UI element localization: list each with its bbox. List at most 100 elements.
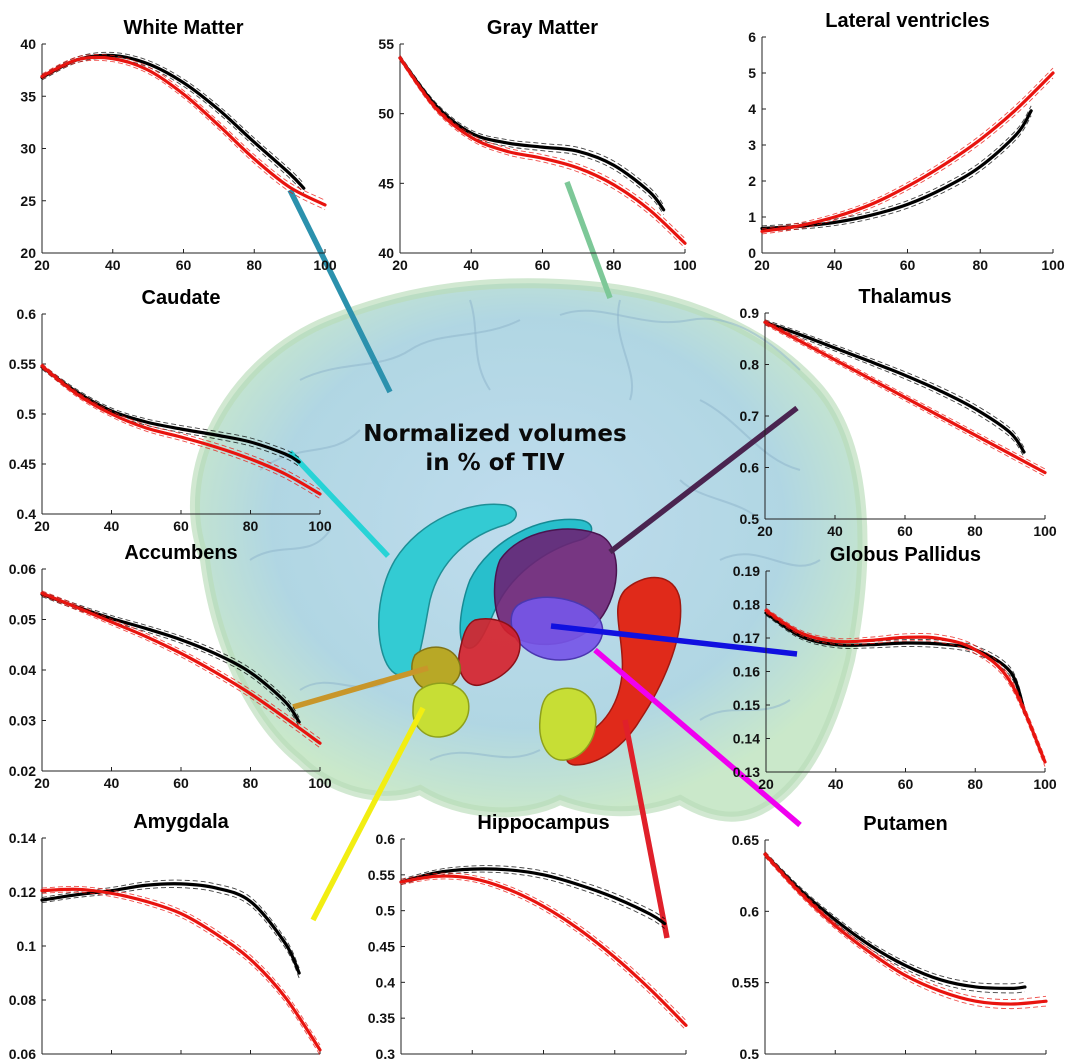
series-2-band-upper-thalamus [764, 319, 1046, 470]
x-tick-label-amygdala: 100 [308, 1058, 332, 1061]
x-tick-label-putamen: 20 [757, 1058, 773, 1061]
x-tick-label-hippocampus: 100 [674, 1058, 698, 1061]
y-tick-label-hippocampus: 0.6 [376, 831, 396, 847]
y-tick-label-putamen: 0.5 [740, 1046, 760, 1061]
series-2-band-upper-gray-matter [399, 55, 686, 239]
y-tick-label-accumbens: 0.05 [9, 612, 36, 628]
series-1-line-lateral-ventricles [760, 109, 1033, 231]
y-tick-label-thalamus: 0.9 [740, 305, 760, 321]
plot-area-white-matter [42, 44, 325, 253]
y-tick-label-lateral-ventricles: 2 [748, 173, 756, 189]
series-1-line-putamen [763, 852, 1027, 990]
chart-title-hippocampus: Hippocampus [477, 812, 609, 834]
chart-title-amygdala: Amygdala [133, 811, 229, 833]
brain-gyri [249, 299, 821, 761]
y-tick-label-gray-matter: 45 [378, 175, 394, 191]
series-2-band-upper-lateral-ventricles [761, 67, 1054, 230]
y-tick-label-caudate: 0.4 [17, 506, 37, 522]
x-tick-label-lateral-ventricles: 80 [972, 257, 988, 273]
y-tick-label-white-matter: 30 [20, 141, 36, 157]
series-1-band-lower-caudate [41, 369, 300, 467]
x-tick-label-accumbens: 20 [34, 775, 50, 791]
y-tick-label-amygdala: 0.12 [9, 884, 36, 900]
x-tick-label-gray-matter: 20 [392, 257, 408, 273]
y-tick-label-putamen: 0.6 [740, 903, 760, 919]
x-tick-label-accumbens: 100 [308, 775, 332, 791]
leader-accumbens [292, 665, 429, 710]
x-tick-label-caudate: 40 [104, 518, 120, 534]
series-2-line-accumbens [40, 591, 322, 745]
y-tick-label-globus-pallidus: 0.15 [733, 697, 760, 713]
chart-thalamus: Thalamus 20 40 60 80 100 0.5 0.6 0.7 0.8 0.9 [740, 286, 1057, 539]
leader-white-matter [287, 188, 393, 394]
y-tick-label-accumbens: 0.04 [9, 662, 36, 678]
leader-amygdala [310, 706, 426, 922]
x-tick-label-putamen: 100 [1034, 1058, 1058, 1061]
y-tick-label-accumbens: 0.06 [9, 561, 36, 577]
y-tick-label-amygdala: 0.1 [17, 938, 37, 954]
y-tick-label-white-matter: 40 [20, 36, 36, 52]
x-tick-label-caudate: 100 [308, 518, 332, 534]
series-2-band-lower-putamen [764, 856, 1047, 1010]
series-2-band-upper-accumbens [41, 590, 321, 740]
series-2-band-lower-gray-matter [399, 60, 686, 249]
series-2-band-upper-putamen [764, 851, 1047, 1000]
y-tick-label-white-matter: 35 [20, 88, 36, 104]
y-tick-label-thalamus: 0.8 [740, 357, 760, 373]
chart-title-accumbens: Accumbens [124, 542, 237, 564]
amygdala-structure-right [539, 687, 597, 761]
y-tick-label-white-matter: 25 [20, 193, 36, 209]
series-2-band-upper-white-matter [41, 54, 326, 201]
x-tick-label-gray-matter: 80 [606, 257, 622, 273]
series-2-line-thalamus [763, 320, 1047, 475]
series-1-band-upper-putamen [764, 851, 1025, 985]
figure-caption-line-2: in % of TIV [425, 450, 565, 476]
y-tick-label-caudate: 0.6 [17, 306, 37, 322]
x-tick-label-white-matter: 40 [105, 257, 121, 273]
y-tick-label-globus-pallidus: 0.16 [733, 664, 760, 680]
caudate-structure [378, 503, 517, 676]
accumbens-structure [411, 646, 462, 691]
series-2-band-lower-hippocampus [400, 878, 687, 1031]
figure-caption-line-1: Normalized volumes [363, 421, 627, 447]
series-2-band-lower-caudate [41, 368, 321, 499]
leader-caudate [287, 450, 391, 558]
x-tick-label-thalamus: 20 [757, 523, 773, 539]
chart-caudate: Caudate 20 40 60 80 100 0.4 0.45 0.5 0.55 0.6 [9, 287, 332, 534]
y-tick-label-accumbens: 0.03 [9, 713, 36, 729]
y-tick-label-caudate: 0.5 [17, 406, 37, 422]
x-tick-label-gray-matter: 40 [463, 257, 479, 273]
series-2-band-lower-thalamus [764, 324, 1046, 477]
chart-title-putamen: Putamen [863, 813, 947, 835]
figure-caption: Normalized volumes in % of TIV [330, 420, 660, 478]
y-tick-label-hippocampus: 0.3 [376, 1046, 396, 1061]
series-1-band-upper-white-matter [41, 51, 305, 184]
chart-title-lateral-ventricles: Lateral ventricles [825, 10, 990, 32]
y-tick-label-accumbens: 0.02 [9, 763, 36, 779]
x-tick-label-thalamus: 60 [897, 523, 913, 539]
series-1-line-hippocampus [399, 867, 667, 926]
series-1-band-upper-gray-matter [399, 55, 664, 206]
y-tick-label-thalamus: 0.6 [740, 460, 760, 476]
x-tick-label-amygdala: 60 [173, 1058, 189, 1061]
series-2-band-lower-white-matter [41, 59, 326, 211]
y-tick-label-white-matter: 20 [20, 245, 36, 261]
x-tick-label-putamen: 40 [827, 1058, 843, 1061]
x-tick-label-amygdala: 20 [34, 1058, 50, 1061]
chart-white-matter: White Matter 20 40 60 80 100 20 25 30 35 40 [20, 17, 336, 273]
y-tick-label-lateral-ventricles: 1 [748, 209, 756, 225]
x-tick-label-lateral-ventricles: 40 [827, 257, 843, 273]
y-tick-label-hippocampus: 0.4 [376, 974, 396, 990]
hippocampus-structure [458, 618, 521, 686]
x-tick-label-gray-matter: 60 [535, 257, 551, 273]
series-2-band-upper-amygdala [41, 885, 321, 1046]
series-2-band-upper-globus-pallidus [765, 607, 1046, 758]
x-tick-label-white-matter: 80 [246, 257, 262, 273]
series-2-band-upper-hippocampus [400, 872, 687, 1021]
chart-amygdala: Amygdala 20 40 60 80 100 0.06 0.08 0.1 0.12 0.14 [9, 811, 332, 1061]
y-tick-label-gray-matter: 50 [378, 106, 394, 122]
leader-putamen [593, 647, 802, 828]
plot-area-lateral-ventricles [762, 37, 1053, 253]
series-2-line-white-matter [40, 55, 327, 207]
